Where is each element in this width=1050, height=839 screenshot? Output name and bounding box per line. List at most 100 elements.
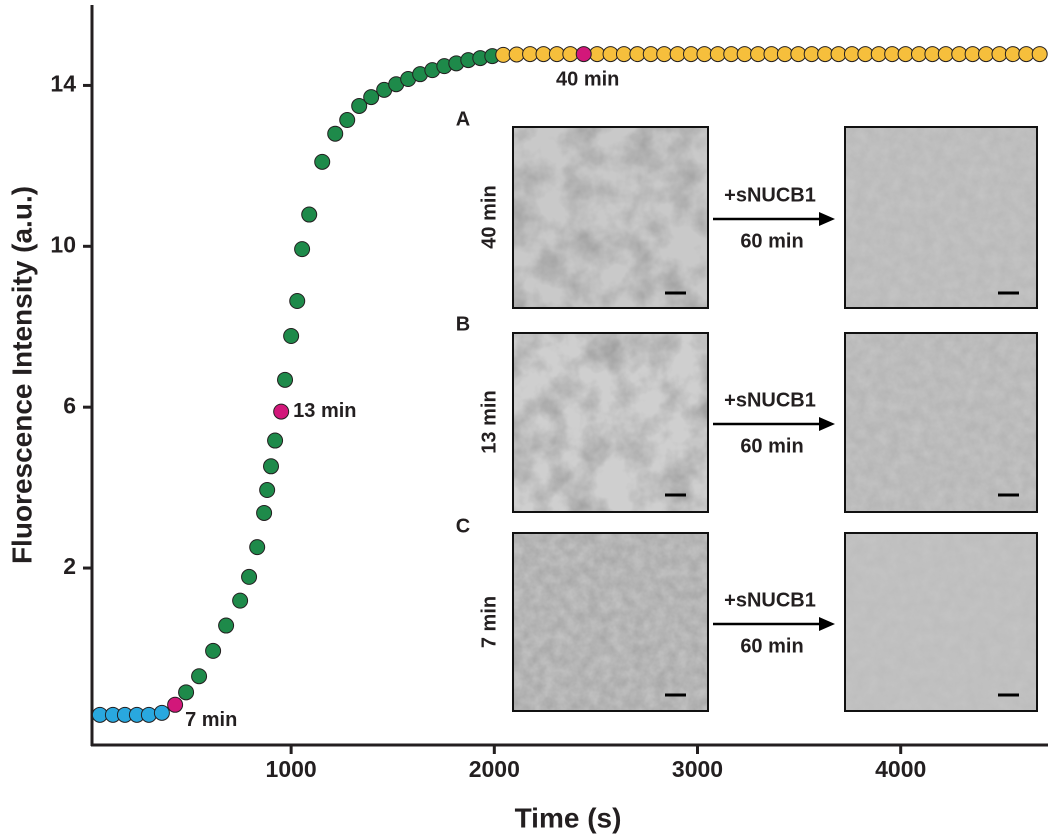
point [218, 617, 235, 634]
point [267, 432, 284, 449]
y-axis-title: Fluorescence Intensity (a.u.) [6, 186, 37, 564]
point [683, 46, 700, 63]
point [964, 46, 981, 63]
point [629, 46, 646, 63]
y-tick-label: 10 [50, 231, 76, 257]
point [857, 46, 874, 63]
point [167, 696, 184, 713]
duration: 60 min [740, 635, 803, 657]
point [535, 46, 552, 63]
point [314, 153, 331, 170]
point [642, 46, 659, 63]
micrograph-b-after [844, 332, 1038, 513]
micrograph-a-after [844, 126, 1038, 309]
point [178, 684, 195, 701]
x-axis-title: Time (s) [515, 802, 622, 833]
point [790, 46, 807, 63]
point [656, 46, 673, 63]
panel-label: C [456, 515, 470, 537]
point [259, 482, 276, 499]
treatment: +sNUCB1 [724, 184, 816, 206]
x-tick-label: 1000 [266, 756, 317, 782]
point [205, 642, 222, 659]
treatment: +sNUCB1 [724, 589, 816, 611]
point [522, 46, 539, 63]
x-tick-label: 3000 [672, 756, 723, 782]
micrograph-c-after [844, 532, 1038, 712]
point [803, 46, 820, 63]
point [273, 403, 290, 420]
arrow-head [819, 617, 835, 631]
arrow-head [819, 417, 835, 431]
micrograph-b-before [512, 332, 709, 513]
point [750, 46, 767, 63]
point [289, 293, 306, 309]
point [897, 46, 914, 63]
annotation: 7 min [185, 709, 237, 731]
y-tick-label: 2 [63, 553, 76, 579]
point [669, 46, 686, 63]
point [843, 46, 860, 63]
point [327, 125, 344, 142]
point [978, 46, 995, 63]
y-tick-label: 14 [50, 71, 76, 97]
panel-time: 7 min [478, 596, 500, 648]
point [562, 46, 579, 63]
panel-label: A [456, 108, 470, 130]
point [508, 46, 525, 63]
point [1018, 46, 1035, 63]
point [256, 504, 273, 521]
point [363, 89, 380, 106]
point [763, 46, 780, 63]
annotation: 40 min [556, 68, 619, 90]
panel-time: 13 min [478, 390, 500, 453]
y-tick-label: 6 [63, 392, 76, 418]
point [351, 97, 368, 114]
point [495, 46, 512, 63]
panel-label: B [456, 313, 470, 335]
panel-time: 40 min [478, 185, 500, 248]
micrograph-a-before [512, 126, 709, 309]
x-tick-label: 2000 [469, 756, 520, 782]
point [249, 539, 266, 556]
point [951, 46, 968, 63]
point [696, 46, 713, 63]
point [830, 46, 847, 63]
point [1004, 46, 1021, 63]
point [937, 46, 954, 63]
point [924, 46, 941, 63]
point [602, 46, 619, 63]
annotation: 13 min [293, 400, 356, 422]
arrow-head [819, 212, 835, 226]
point [241, 568, 258, 585]
treatment: +sNUCB1 [724, 389, 816, 411]
point [339, 112, 356, 129]
point [736, 46, 753, 63]
point [575, 46, 592, 63]
point [232, 592, 249, 609]
point [191, 668, 208, 685]
point [910, 46, 927, 63]
point [991, 46, 1008, 63]
x-tick-label: 4000 [875, 756, 926, 782]
point [548, 46, 565, 63]
point [153, 704, 170, 721]
duration: 60 min [740, 435, 803, 457]
point [884, 46, 901, 63]
micrograph-c-before [512, 532, 709, 712]
point [277, 371, 294, 388]
duration: 60 min [740, 230, 803, 252]
point [140, 706, 157, 723]
micrographs [512, 126, 1038, 712]
point [723, 46, 740, 63]
point [709, 46, 726, 63]
point [1031, 46, 1048, 63]
point [294, 241, 311, 258]
point [817, 46, 834, 63]
point [263, 458, 280, 475]
point [615, 46, 632, 63]
point [283, 327, 300, 344]
point [589, 46, 606, 63]
